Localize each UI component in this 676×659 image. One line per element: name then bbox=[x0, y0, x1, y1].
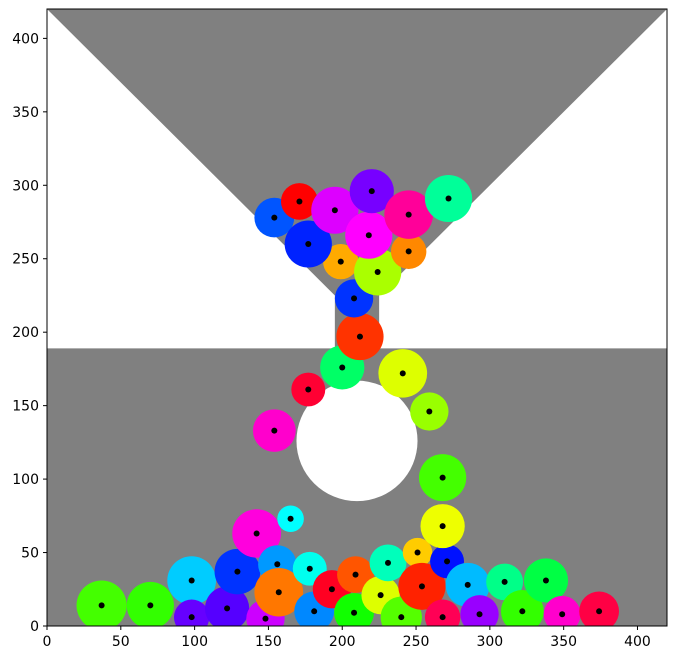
particle bbox=[173, 599, 210, 626]
y-tick-label: 300 bbox=[12, 178, 39, 194]
particle-center-point bbox=[305, 241, 312, 248]
particle-center-point bbox=[444, 558, 451, 565]
particle-center-point bbox=[311, 608, 318, 615]
particle-center-point bbox=[445, 195, 452, 202]
particle-center-point bbox=[188, 577, 195, 584]
particle bbox=[424, 599, 461, 626]
particle-center-point bbox=[328, 586, 335, 593]
particle-center-point bbox=[464, 581, 471, 588]
y-tick-label: 0 bbox=[30, 619, 39, 635]
particle-center-point bbox=[596, 608, 603, 615]
particle-center-point bbox=[426, 408, 433, 415]
particle-center-point bbox=[374, 268, 381, 275]
particle-center-point bbox=[368, 188, 375, 195]
particle-center-point bbox=[439, 614, 446, 621]
obstacle-circle bbox=[296, 380, 418, 502]
particle-center-point bbox=[385, 559, 391, 566]
particle-center-point bbox=[365, 232, 372, 239]
particle-center-point bbox=[339, 364, 346, 371]
particle-center-point bbox=[476, 611, 483, 618]
particle-center-point bbox=[271, 214, 278, 221]
x-tick-label: 400 bbox=[624, 634, 651, 650]
particle-center-point bbox=[351, 609, 358, 616]
particle bbox=[543, 595, 581, 626]
x-tick-label: 250 bbox=[403, 634, 430, 650]
hopper-left-wall bbox=[47, 9, 335, 349]
particle-center-point bbox=[188, 614, 195, 621]
particle-center-point bbox=[287, 515, 294, 522]
particle-center-point bbox=[262, 615, 269, 622]
y-tick-label: 150 bbox=[12, 399, 39, 415]
particle-center-point bbox=[501, 578, 508, 585]
particle-center-point bbox=[224, 605, 231, 612]
y-tick-label: 50 bbox=[21, 546, 39, 562]
particle-center-point bbox=[418, 583, 425, 590]
particle-center-point bbox=[439, 474, 446, 481]
particle-center-point bbox=[271, 427, 278, 434]
particle-center-point bbox=[414, 549, 421, 556]
particles bbox=[76, 169, 620, 626]
particle-center-point bbox=[559, 611, 566, 618]
particle-center-point bbox=[98, 602, 105, 609]
x-tick-label: 100 bbox=[181, 634, 208, 650]
x-tick-label: 50 bbox=[112, 634, 130, 650]
plot-area bbox=[46, 8, 668, 627]
particle-center-point bbox=[337, 258, 344, 265]
particle-center-point bbox=[405, 248, 412, 255]
particle-center-point bbox=[305, 386, 312, 393]
particle-center-point bbox=[439, 523, 446, 530]
hopper-right-wall bbox=[379, 9, 667, 349]
x-tick-label: 300 bbox=[476, 634, 503, 650]
particle-center-point bbox=[399, 370, 406, 377]
y-tick-label: 100 bbox=[12, 472, 39, 488]
particle-center-point bbox=[275, 589, 282, 596]
particle-center-point bbox=[306, 565, 313, 572]
particle-center-point bbox=[352, 571, 359, 578]
x-axis: 0 50 100 150 200 250 300 350 400 bbox=[43, 626, 651, 650]
y-axis: 0 50 100 150 200 250 300 350 400 bbox=[12, 31, 47, 635]
particle-center-point bbox=[331, 207, 338, 214]
particle-center-point bbox=[296, 198, 303, 205]
particle bbox=[460, 595, 499, 626]
particle-center-point bbox=[274, 561, 281, 568]
particle-center-point bbox=[542, 577, 549, 584]
particle-center-point bbox=[405, 211, 412, 218]
y-tick-label: 350 bbox=[12, 105, 39, 121]
y-tick-label: 400 bbox=[12, 31, 39, 47]
x-tick-label: 200 bbox=[329, 634, 356, 650]
x-tick-label: 0 bbox=[43, 634, 52, 650]
particle-center-point bbox=[519, 608, 526, 615]
x-tick-label: 150 bbox=[255, 634, 282, 650]
circular-obstacle bbox=[296, 380, 418, 502]
particle-center-point bbox=[351, 295, 358, 302]
particle-center-point bbox=[356, 333, 363, 340]
particle bbox=[500, 590, 544, 626]
x-tick-label: 350 bbox=[550, 634, 577, 650]
particle-center-point bbox=[253, 530, 260, 537]
hopper-walls bbox=[47, 9, 667, 349]
y-tick-label: 200 bbox=[12, 325, 39, 341]
particle-center-point bbox=[234, 568, 241, 575]
y-tick-label: 250 bbox=[12, 252, 39, 268]
particle-center-point bbox=[377, 592, 384, 599]
plot-frame bbox=[46, 8, 668, 627]
particle-center-point bbox=[147, 602, 154, 609]
particle-center-point bbox=[398, 614, 405, 621]
